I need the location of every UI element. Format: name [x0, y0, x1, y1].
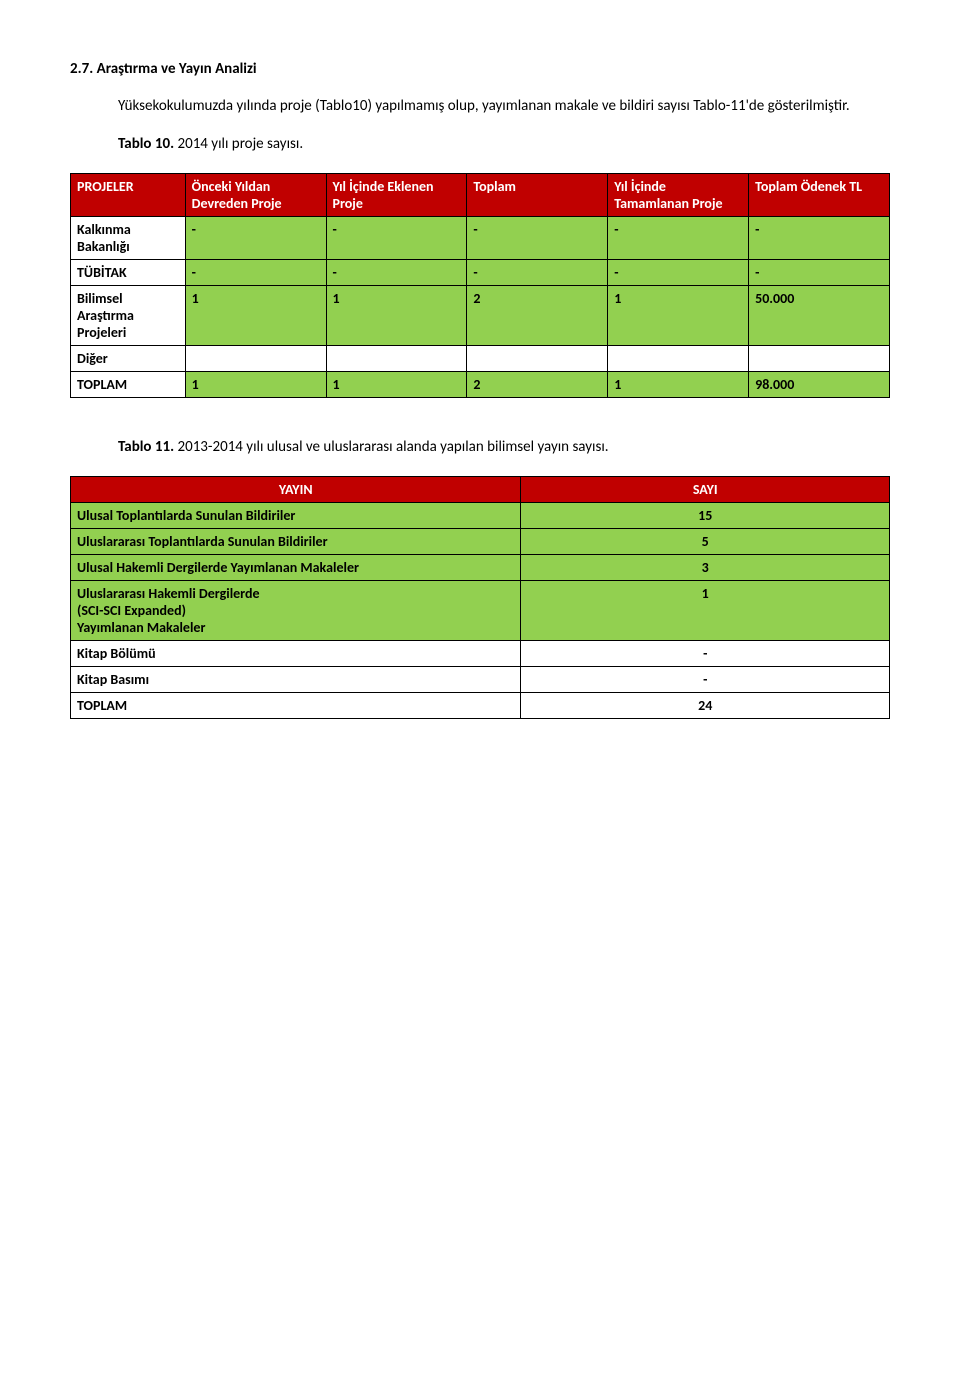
table-row-total: TOPLAM 24 — [71, 693, 890, 719]
cell: 1 — [185, 286, 326, 346]
table-row: Ulusal Toplantılarda Sunulan Bildiriler … — [71, 503, 890, 529]
col-header: Yıl İçinde Eklenen Proje — [326, 174, 467, 217]
col-header: Toplam Ödenek TL — [749, 174, 890, 217]
cell: 5 — [521, 529, 890, 555]
col-header: YAYIN — [71, 477, 521, 503]
row-label: Diğer — [71, 346, 186, 372]
caption-rest: 2013-2014 yılı ulusal ve uluslararası al… — [174, 438, 608, 456]
table-10-caption: Tablo 10. 2014 yılı proje sayısı. — [70, 135, 890, 153]
cell: - — [467, 260, 608, 286]
cell: - — [521, 641, 890, 667]
cell: 2 — [467, 286, 608, 346]
cell: 3 — [521, 555, 890, 581]
cell — [467, 346, 608, 372]
row-label: Ulusal Hakemli Dergilerde Yayımlanan Mak… — [71, 555, 521, 581]
cell: 15 — [521, 503, 890, 529]
cell: 1 — [608, 372, 749, 398]
caption-bold: Tablo 10. — [118, 135, 174, 153]
cell: 1 — [326, 286, 467, 346]
cell: - — [467, 217, 608, 260]
col-header: SAYI — [521, 477, 890, 503]
cell: 50.000 — [749, 286, 890, 346]
cell — [608, 346, 749, 372]
col-header: Yıl İçinde Tamamlanan Proje — [608, 174, 749, 217]
cell: - — [521, 667, 890, 693]
row-label: Kitap Basımı — [71, 667, 521, 693]
row-label: Uluslararası Toplantılarda Sunulan Bildi… — [71, 529, 521, 555]
cell — [326, 346, 467, 372]
caption-bold: Tablo 11. — [118, 438, 174, 456]
table-row: TÜBİTAK - - - - - — [71, 260, 890, 286]
table-11-caption: Tablo 11. 2013-2014 yılı ulusal ve ulusl… — [70, 438, 890, 456]
table-row: Uluslararası Toplantılarda Sunulan Bildi… — [71, 529, 890, 555]
table-row-total: TOPLAM 1 1 2 1 98.000 — [71, 372, 890, 398]
cell: - — [326, 260, 467, 286]
cell — [749, 346, 890, 372]
table-10: PROJELER Önceki Yıldan Devreden Proje Yı… — [70, 173, 890, 398]
cell: 24 — [521, 693, 890, 719]
row-label: Bilimsel Araştırma Projeleri — [71, 286, 186, 346]
row-label: Kitap Bölümü — [71, 641, 521, 667]
cell: 1 — [608, 286, 749, 346]
table-header-row: PROJELER Önceki Yıldan Devreden Proje Yı… — [71, 174, 890, 217]
cell: - — [608, 217, 749, 260]
table-row: Kitap Bölümü - — [71, 641, 890, 667]
table-row: Kalkınma Bakanlığı - - - - - — [71, 217, 890, 260]
row-label: TOPLAM — [71, 693, 521, 719]
cell: 2 — [467, 372, 608, 398]
cell: - — [749, 260, 890, 286]
row-label: TOPLAM — [71, 372, 186, 398]
table-row: Bilimsel Araştırma Projeleri 1 1 2 1 50.… — [71, 286, 890, 346]
cell: - — [185, 260, 326, 286]
col-header: Toplam — [467, 174, 608, 217]
table-row: Kitap Basımı - — [71, 667, 890, 693]
cell: - — [608, 260, 749, 286]
caption-rest: 2014 yılı proje sayısı. — [174, 135, 303, 153]
row-label: Kalkınma Bakanlığı — [71, 217, 186, 260]
cell — [185, 346, 326, 372]
cell: - — [326, 217, 467, 260]
intro-paragraph: Yüksekokulumuzda yılında proje (Tablo10)… — [70, 96, 890, 117]
row-label: TÜBİTAK — [71, 260, 186, 286]
cell: 1 — [521, 581, 890, 641]
table-row-blank: Diğer — [71, 346, 890, 372]
table-11: YAYIN SAYI Ulusal Toplantılarda Sunulan … — [70, 476, 890, 719]
cell: 1 — [185, 372, 326, 398]
col-header: PROJELER — [71, 174, 186, 217]
section-heading: 2.7. Araştırma ve Yayın Analizi — [70, 60, 890, 78]
cell: 1 — [326, 372, 467, 398]
row-label: Uluslararası Hakemli Dergilerde (SCI-SCI… — [71, 581, 521, 641]
table-row: Uluslararası Hakemli Dergilerde (SCI-SCI… — [71, 581, 890, 641]
cell: - — [749, 217, 890, 260]
col-header: Önceki Yıldan Devreden Proje — [185, 174, 326, 217]
row-label: Ulusal Toplantılarda Sunulan Bildiriler — [71, 503, 521, 529]
table-row: Ulusal Hakemli Dergilerde Yayımlanan Mak… — [71, 555, 890, 581]
table-header-row: YAYIN SAYI — [71, 477, 890, 503]
cell: 98.000 — [749, 372, 890, 398]
cell: - — [185, 217, 326, 260]
